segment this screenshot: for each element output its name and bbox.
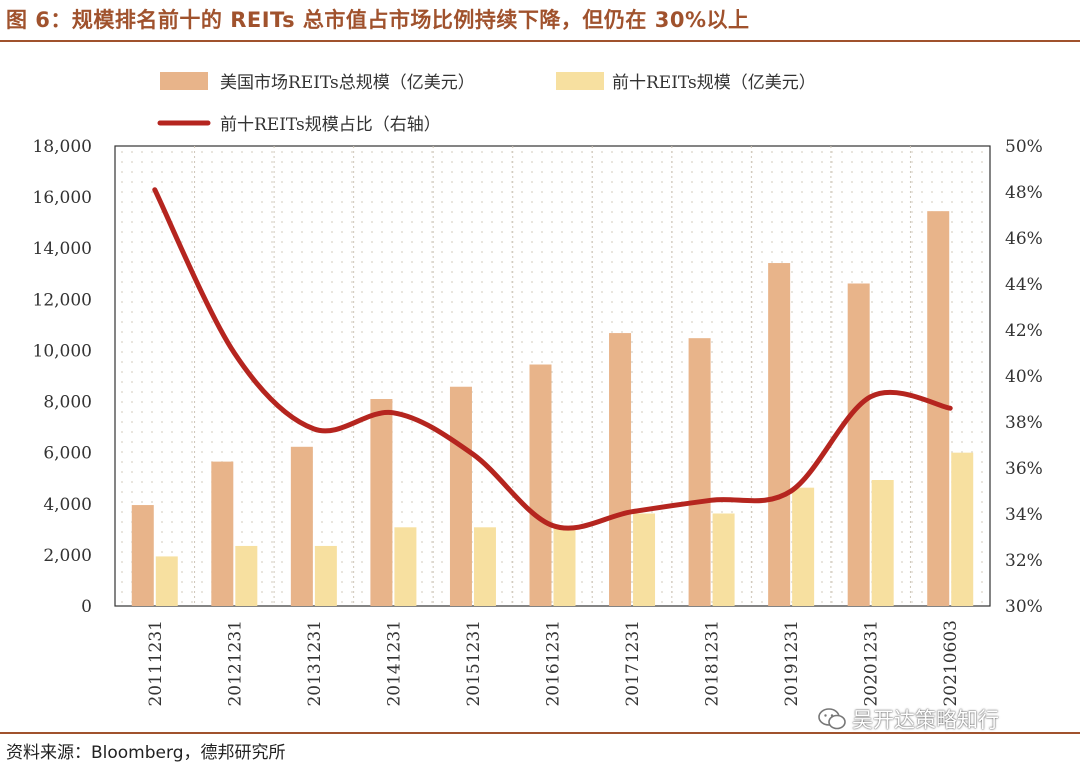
gridlines <box>194 146 911 606</box>
right-axis-tick-label: 34% <box>1005 505 1043 525</box>
bar-total <box>290 446 313 606</box>
left-axis-tick-label: 16,000 <box>33 188 92 208</box>
bar-total <box>609 333 632 606</box>
right-axis-tick-label: 36% <box>1005 459 1043 479</box>
source-rule <box>0 732 1080 734</box>
bar-top10 <box>871 480 894 606</box>
share-line <box>152 187 953 531</box>
x-axis-tick-label: 20161231 <box>544 620 564 707</box>
bar-total <box>131 505 154 606</box>
right-axis-tick-label: 30% <box>1005 597 1043 617</box>
left-axis-tick-label: 14,000 <box>33 239 92 259</box>
bar-top10 <box>712 513 735 606</box>
legend-swatch-top10 <box>556 72 604 90</box>
bar-total <box>927 211 950 606</box>
bar-total <box>529 364 552 606</box>
bar-total <box>768 263 791 606</box>
chart: 美国市场REITs总规模（亿美元） 前十REITs规模（亿美元） 前十REITs… <box>33 72 1043 707</box>
share-line-layer <box>152 187 953 531</box>
plot-background <box>114 145 991 607</box>
x-axis-ticks: 20111231 20121231 20131231 20141231 20151231… <box>146 620 961 707</box>
left-axis-tick-label: 2,000 <box>43 546 92 566</box>
right-axis-tick-label: 38% <box>1005 413 1043 433</box>
watermark: 吴开达策略知行 <box>818 704 999 734</box>
legend-label-top10: 前十REITs规模（亿美元） <box>612 73 816 93</box>
right-axis-tick-label: 44% <box>1005 275 1043 295</box>
bar-top10 <box>633 513 656 606</box>
x-axis-tick-label: 20181231 <box>703 620 723 707</box>
left-axis-tick-label: 10,000 <box>33 341 92 361</box>
bar-total <box>370 399 393 606</box>
right-axis-tick-label: 50% <box>1005 137 1043 157</box>
bar-top10 <box>155 556 178 606</box>
left-axis-ticks: 0 2,000 4,000 6,000 8,000 10,000 12,000 14,000 1… <box>33 137 92 617</box>
bar-top10 <box>553 528 576 606</box>
bar-top10 <box>792 487 815 606</box>
bars <box>131 211 974 606</box>
right-axis-tick-label: 48% <box>1005 183 1043 203</box>
wechat-icon <box>818 708 846 730</box>
bar-total <box>688 338 711 606</box>
x-axis-tick-label: 20210603 <box>941 620 961 707</box>
legend-swatch-total <box>160 72 208 90</box>
right-axis-tick-label: 40% <box>1005 367 1043 387</box>
bar-top10 <box>314 545 337 606</box>
right-axis-tick-label: 46% <box>1005 229 1043 249</box>
x-axis-tick-label: 20191231 <box>782 620 802 707</box>
legend-label-share: 前十REITs规模占比（右轴） <box>220 115 441 135</box>
bar-top10 <box>394 527 417 606</box>
x-axis-tick-label: 20171231 <box>623 620 643 707</box>
bar-top10 <box>473 527 496 606</box>
left-axis-tick-label: 8,000 <box>43 393 92 413</box>
left-axis-tick-label: 0 <box>81 597 92 617</box>
bar-total <box>211 461 234 606</box>
watermark-text: 吴开达策略知行 <box>852 708 999 732</box>
x-axis-tick-label: 20121231 <box>225 620 245 707</box>
bar-top10 <box>235 545 258 606</box>
x-axis-tick-label: 20141231 <box>384 620 404 707</box>
right-axis-tick-label: 32% <box>1005 551 1043 571</box>
x-axis-tick-label: 20151231 <box>464 620 484 707</box>
right-axis-ticks: 30% 32% 34% 36% 38% 40% 42% 44% 46% 48% 50% <box>1005 137 1043 617</box>
left-axis-tick-label: 18,000 <box>33 137 92 157</box>
figure-title: 图 6：规模排名前十的 REITs 总市值占市场比例持续下降，但仍在 30%以上 <box>6 8 750 32</box>
legend-label-total: 美国市场REITs总规模（亿美元） <box>220 73 475 93</box>
x-axis-tick-label: 20131231 <box>305 620 325 707</box>
source-note: 资料来源：Bloomberg，德邦研究所 <box>6 743 286 763</box>
right-axis-tick-label: 42% <box>1005 321 1043 341</box>
bar-top10 <box>951 452 974 606</box>
title-rule <box>0 40 1080 42</box>
x-axis-tick-label: 20111231 <box>146 620 166 707</box>
legend: 美国市场REITs总规模（亿美元） 前十REITs规模（亿美元） 前十REITs… <box>157 72 816 135</box>
bar-total <box>449 386 472 606</box>
bar-total <box>847 283 870 606</box>
left-axis-tick-label: 4,000 <box>43 495 92 515</box>
x-axis-tick-label: 20201231 <box>862 620 882 707</box>
left-axis-tick-label: 12,000 <box>33 290 92 310</box>
left-axis-tick-label: 6,000 <box>43 444 92 464</box>
